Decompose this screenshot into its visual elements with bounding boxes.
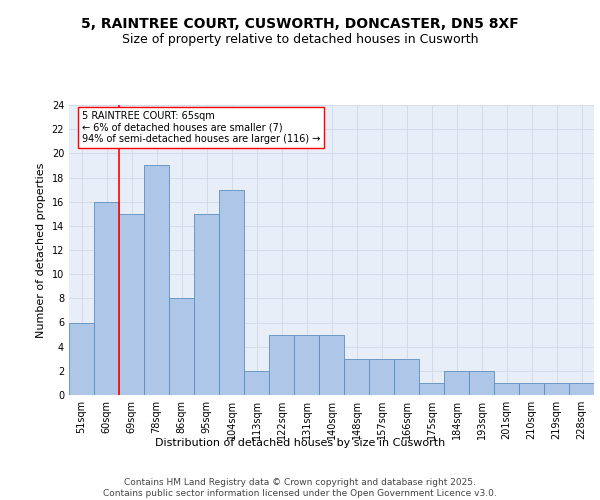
Bar <box>469 371 494 395</box>
Bar <box>419 383 444 395</box>
Bar <box>544 383 569 395</box>
Bar <box>119 214 144 395</box>
Bar <box>444 371 469 395</box>
Bar <box>294 334 319 395</box>
Bar <box>394 359 419 395</box>
Bar <box>144 166 169 395</box>
Text: 5 RAINTREE COURT: 65sqm
← 6% of detached houses are smaller (7)
94% of semi-deta: 5 RAINTREE COURT: 65sqm ← 6% of detached… <box>82 111 320 144</box>
Bar <box>219 190 244 395</box>
Bar <box>319 334 344 395</box>
Text: 5, RAINTREE COURT, CUSWORTH, DONCASTER, DN5 8XF: 5, RAINTREE COURT, CUSWORTH, DONCASTER, … <box>81 18 519 32</box>
Bar <box>494 383 519 395</box>
Text: Size of property relative to detached houses in Cusworth: Size of property relative to detached ho… <box>122 32 478 46</box>
Bar <box>369 359 394 395</box>
Bar <box>569 383 594 395</box>
Bar <box>69 322 94 395</box>
Bar <box>169 298 194 395</box>
Text: Distribution of detached houses by size in Cusworth: Distribution of detached houses by size … <box>155 438 445 448</box>
Bar <box>344 359 369 395</box>
Bar <box>269 334 294 395</box>
Bar <box>519 383 544 395</box>
Bar <box>244 371 269 395</box>
Y-axis label: Number of detached properties: Number of detached properties <box>36 162 46 338</box>
Bar <box>94 202 119 395</box>
Text: Contains HM Land Registry data © Crown copyright and database right 2025.
Contai: Contains HM Land Registry data © Crown c… <box>103 478 497 498</box>
Bar <box>194 214 219 395</box>
